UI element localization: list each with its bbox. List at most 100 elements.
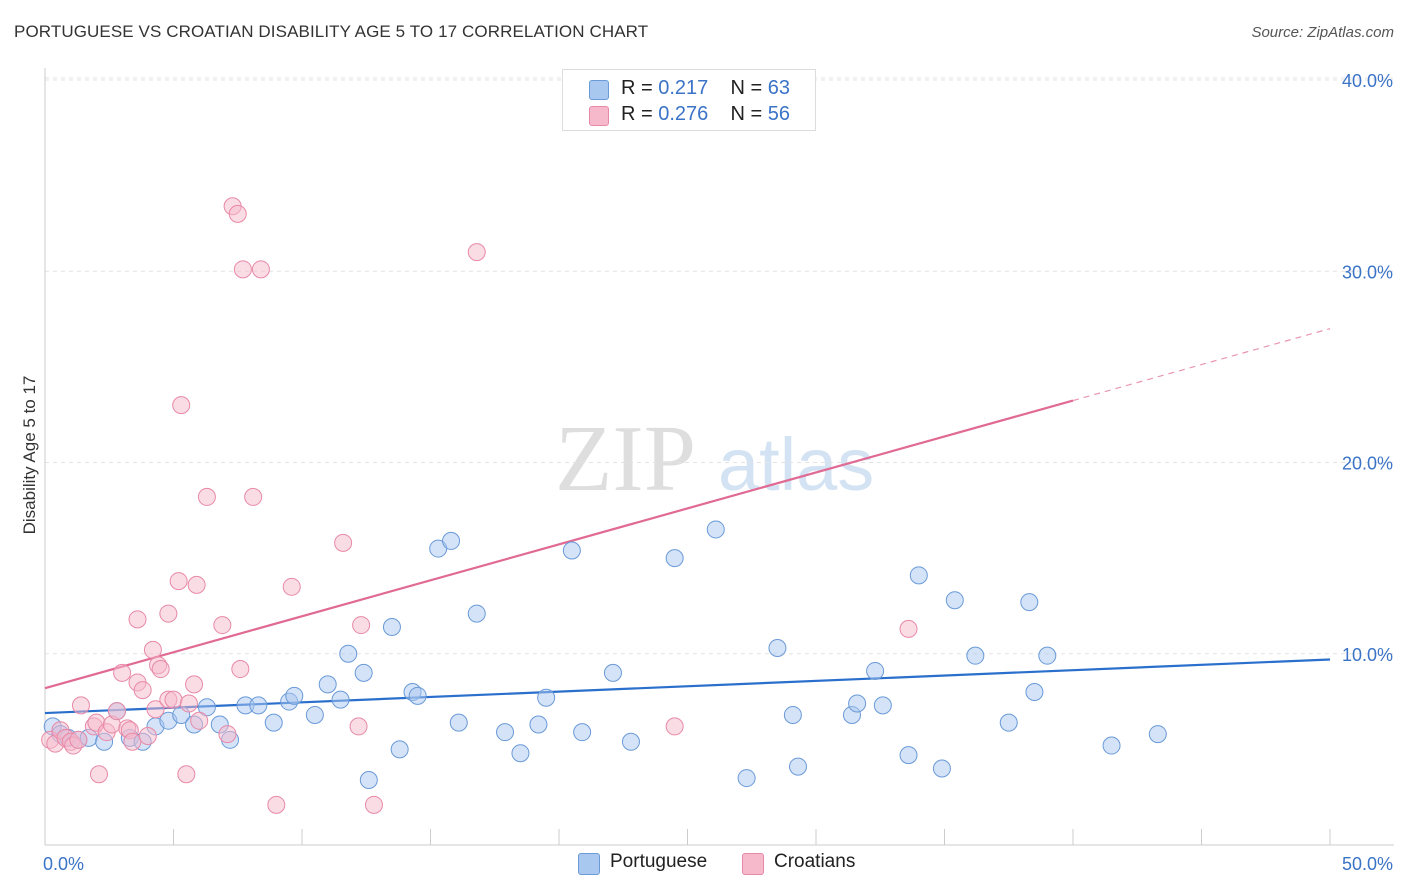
croatians-point [113,663,132,682]
croatians-point [71,696,90,715]
croatians-point [138,726,157,745]
croatians-point [151,660,170,679]
portuguese-point [331,690,350,709]
portuguese-point [249,696,268,715]
croatians-point [128,610,147,629]
portuguese-point [573,723,592,742]
portuguese-point [932,759,951,778]
portuguese-point [866,661,885,680]
portuguese-swatch [578,853,600,875]
portuguese-point [665,549,684,568]
croatians-point [164,690,183,709]
y-tick-label: 20.0% [1342,454,1393,474]
croatians-point [218,725,237,744]
portuguese-point [467,604,486,623]
croatians-swatch [589,106,609,126]
legend-r-label: R = [621,103,653,125]
croatians-point [143,640,162,659]
watermark-zip: ZIP [555,407,696,511]
source-label: Source: ZipAtlas.com [1251,24,1394,41]
portuguese-point [966,646,985,665]
legend-n-label: N = [730,103,763,125]
portuguese-point [603,663,622,682]
croatians-point [185,675,204,694]
legend-portuguese-text: R = 0.217 N = 63 [621,77,790,100]
croatians-point [190,711,209,730]
croatians-point [187,575,206,594]
croatians-point [159,604,178,623]
legend-croatians-text: R = 0.276 N = 56 [621,103,790,126]
portuguese-point [1020,593,1039,612]
bottom-legend-portuguese-label: Portuguese [610,851,708,872]
croatians-point [899,619,918,638]
portuguese-swatch [589,80,609,100]
portuguese-point [909,566,928,585]
portuguese-point [305,705,324,724]
croatians-point [244,487,263,506]
croatians-point [169,572,188,591]
y-axis-label: Disability Age 5 to 17 [20,376,39,535]
croatians-trend-line [44,399,1074,690]
croatians-swatch [742,853,764,875]
croatians-point [213,616,232,635]
y-tick-label: 40.0% [1342,71,1393,91]
croatians-point [233,260,252,279]
portuguese-point [408,686,427,705]
portuguese-point [449,713,468,732]
portuguese-point [945,591,964,610]
portuguese-point [339,644,358,663]
portuguese-point [873,696,892,715]
croatians-point [334,533,353,552]
x-tick-label-max: 50.0% [1342,854,1393,874]
croatians-point [177,765,196,784]
croatians-point [352,616,371,635]
portuguese-point [899,746,918,765]
portuguese-point [442,531,461,550]
croatians-point [69,730,88,749]
portuguese-point [789,757,808,776]
croatians-point [228,204,247,223]
portuguese-point [285,686,304,705]
croatians-point [231,660,250,679]
legend-r-value: 0.217 [658,77,709,99]
croatians-point [467,243,486,262]
portuguese-point [737,769,756,788]
portuguese-point [999,713,1018,732]
croatians-point [133,681,152,700]
croatians-point [107,702,126,721]
bottom-legend-croatians-label: Croatians [774,851,856,872]
legend-n-value: 56 [767,103,791,125]
legend-n-label: N = [730,77,763,99]
y-tick-label: 30.0% [1342,262,1393,282]
portuguese-point [562,541,581,560]
legend-n-value: 63 [767,77,791,99]
portuguese-point [1148,725,1167,744]
croatians-point [89,765,108,784]
croatians-point [179,694,198,713]
y-tick-label: 10.0% [1342,645,1393,665]
portuguese-point [1038,646,1057,665]
croatians-trend-extension [1072,328,1331,402]
portuguese-point [783,705,802,724]
croatians-point [267,795,286,814]
portuguese-point [511,744,530,763]
portuguese-point [318,675,337,694]
portuguese-point [537,688,556,707]
legend-r-label: R = [621,77,653,99]
croatians-point [197,487,216,506]
croatians-point [349,717,368,736]
croatians-point [172,396,191,415]
x-tick-label-min: 0.0% [43,854,84,874]
croatians-point [123,732,142,751]
chart-title: PORTUGUESE VS CROATIAN DISABILITY AGE 5 … [14,22,649,41]
portuguese-point [706,520,725,539]
portuguese-point [1102,736,1121,755]
croatians-point [146,700,165,719]
portuguese-point [197,698,216,717]
croatians-point [665,717,684,736]
portuguese-point [354,663,373,682]
croatians-point [364,795,383,814]
portuguese-point [390,740,409,759]
croatians-point [282,577,301,596]
